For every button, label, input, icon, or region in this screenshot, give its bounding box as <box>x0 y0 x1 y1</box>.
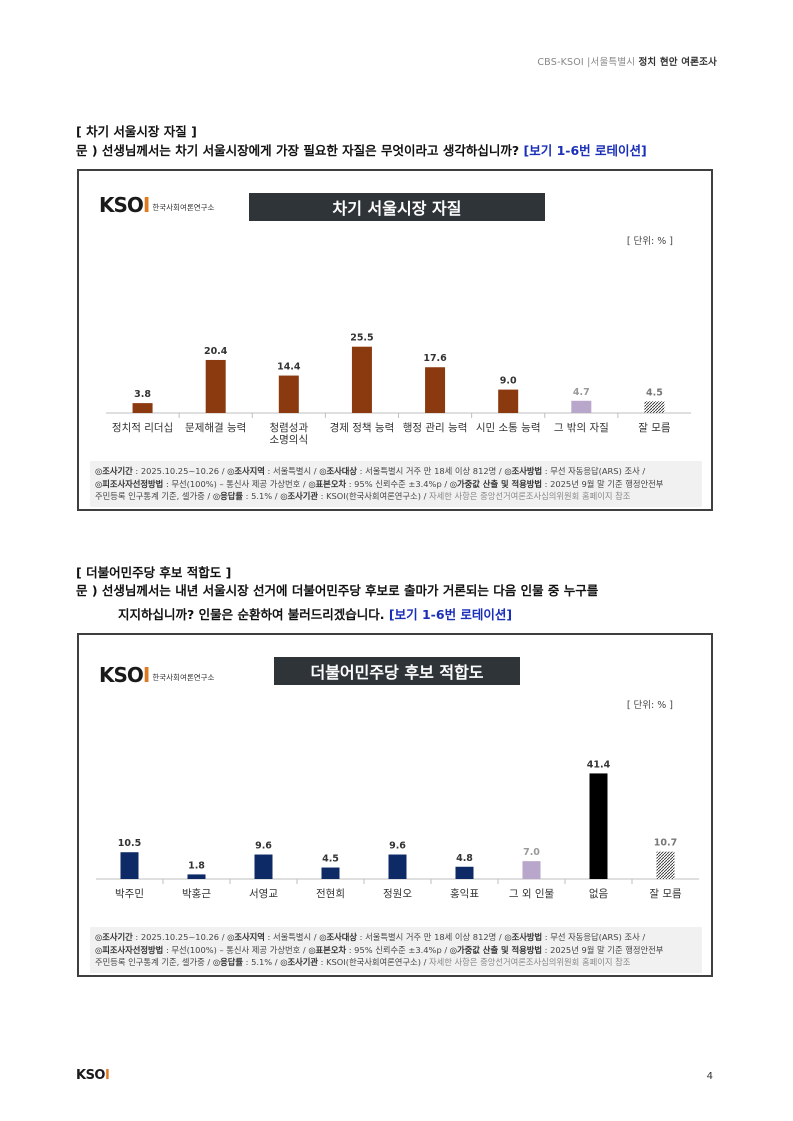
unit-label-1: [ 단위: % ] <box>626 236 673 247</box>
data-label-4: 17.6 <box>423 353 447 364</box>
bar-chart-2: 10.5 박주민 1.8 박홍근 9.6 서영교 4.5 전현희 9.6 정원오 4.8 홍익표 7.0… <box>96 759 699 900</box>
header-title: 정치 현안 여론조사 <box>638 57 717 68</box>
data-label-3: 4.5 <box>322 854 339 865</box>
ksoi-logo: KSOI 한국사회여론연구소 <box>99 193 214 217</box>
category-label-0: 박주민 <box>115 888 144 900</box>
category-label-7: 잘 모름 <box>638 422 671 434</box>
data-label-8: 10.7 <box>654 838 677 849</box>
data-label-1: 20.4 <box>204 346 228 357</box>
logo-mark: KSOI <box>99 663 150 687</box>
question-2-line1: 문 ) 선생님께서는 내년 서울시장 선거에 더불어민주당 후보로 출마가 거론… <box>76 583 599 598</box>
category-label-2: 청렴성과 <box>269 421 308 434</box>
data-label-0: 10.5 <box>118 838 141 849</box>
section-title-2: [ 더불어민주당 후보 적합도 ] <box>76 565 232 580</box>
data-label-4: 9.6 <box>389 841 406 852</box>
question-2-line2: 지지하십니까? 인물은 순환하여 불러드리겠습니다. [보기 1-6번 로테이션… <box>118 607 513 622</box>
footer-logo: KSOI <box>76 1068 110 1083</box>
data-label-6: 4.7 <box>573 387 590 398</box>
data-label-5: 4.8 <box>456 853 473 864</box>
category-label-5: 홍익표 <box>450 887 479 900</box>
survey-footnote-1: ◎조사기간 : 2025.10.25~10.26 / ◎조사지역 : 서울특별시… <box>90 461 702 507</box>
category-label-2: 서영교 <box>249 888 278 900</box>
category-label-4: 정원오 <box>383 888 412 900</box>
bar-1 <box>187 874 206 879</box>
unit-label-2: [ 단위: % ] <box>626 700 673 711</box>
category-label-5: 시민 소통 능력 <box>476 422 541 434</box>
data-label-6: 7.0 <box>523 847 540 858</box>
category-label-2: 소명의식 <box>269 434 308 446</box>
data-label-7: 4.5 <box>646 387 663 398</box>
logo-subtitle: 한국사회여론연구소 <box>152 202 215 212</box>
question-1-text: 문 ) 선생님께서는 차기 서울시장에게 가장 필요한 자질은 무엇이라고 생각… <box>76 143 520 158</box>
category-label-7: 없음 <box>589 887 609 900</box>
question-2-rotation: [보기 1-6번 로테이션] <box>388 607 513 622</box>
bar-7 <box>644 401 665 413</box>
bar-0 <box>132 403 153 413</box>
bar-6 <box>571 400 592 413</box>
bar-7 <box>589 773 608 879</box>
chart-title-2: 더불어민주당 후보 적합도 <box>274 657 520 685</box>
header-prefix: CBS-KSOI |서울특별시 <box>537 57 639 68</box>
category-label-3: 경제 정책 능력 <box>330 421 395 434</box>
question-1: 문 ) 선생님께서는 차기 서울시장에게 가장 필요한 자질은 무엇이라고 생각… <box>76 139 647 163</box>
bar-4 <box>388 854 407 879</box>
bar-0 <box>120 852 139 879</box>
data-label-1: 1.8 <box>188 860 205 871</box>
logo-mark: KSOI <box>99 193 150 217</box>
bar-3 <box>351 346 372 413</box>
category-label-6: 그 외 인물 <box>509 888 555 900</box>
data-label-3: 25.5 <box>350 333 373 344</box>
question-1-rotation: [보기 1-6번 로테이션] <box>523 143 647 158</box>
logo-subtitle: 한국사회여론연구소 <box>152 672 215 682</box>
page-header: CBS-KSOI |서울특별시 정치 현안 여론조사 <box>537 54 717 68</box>
bar-8 <box>656 851 675 879</box>
chart-title-1: 차기 서울시장 자질 <box>249 193 545 221</box>
bar-2 <box>278 375 299 413</box>
section-title-1: [ 차기 서울시장 자질 ] <box>76 124 197 139</box>
bar-2 <box>254 854 273 879</box>
data-label-5: 9.0 <box>500 376 517 387</box>
category-label-4: 행정 관리 능력 <box>403 422 468 434</box>
data-label-2: 9.6 <box>255 841 272 852</box>
category-label-6: 그 밖의 자질 <box>554 422 609 434</box>
bar-4 <box>425 367 446 413</box>
category-label-1: 문제해결 능력 <box>185 421 246 434</box>
chart-panel-2: KSOI 한국사회여론연구소 더불어민주당 후보 적합도 [ 단위: % ] 1… <box>77 633 713 977</box>
survey-footnote-2: ◎조사기간 : 2025.10.25~10.26 / ◎조사지역 : 서울특별시… <box>90 927 702 973</box>
bar-6 <box>522 861 541 879</box>
chart-panel-1: KSOI 한국사회여론연구소 차기 서울시장 자질 [ 단위: % ] 3.8 정… <box>77 169 713 511</box>
data-label-7: 41.4 <box>587 759 611 770</box>
question-2: 문 ) 선생님께서는 내년 서울시장 선거에 더불어민주당 후보로 출마가 거론… <box>76 579 598 627</box>
page-number: 4 <box>706 1071 713 1082</box>
bar-1 <box>205 359 226 413</box>
bar-5 <box>455 866 474 879</box>
bar-3 <box>321 867 340 879</box>
ksoi-logo: KSOI 한국사회여론연구소 <box>99 663 214 687</box>
category-label-8: 잘 모름 <box>649 888 682 900</box>
category-label-0: 정치적 리더십 <box>112 422 173 434</box>
bar-5 <box>498 389 519 413</box>
data-label-0: 3.8 <box>134 389 151 400</box>
category-label-3: 전현희 <box>316 888 345 900</box>
category-label-1: 박홍근 <box>182 887 211 900</box>
data-label-2: 14.4 <box>277 362 301 373</box>
